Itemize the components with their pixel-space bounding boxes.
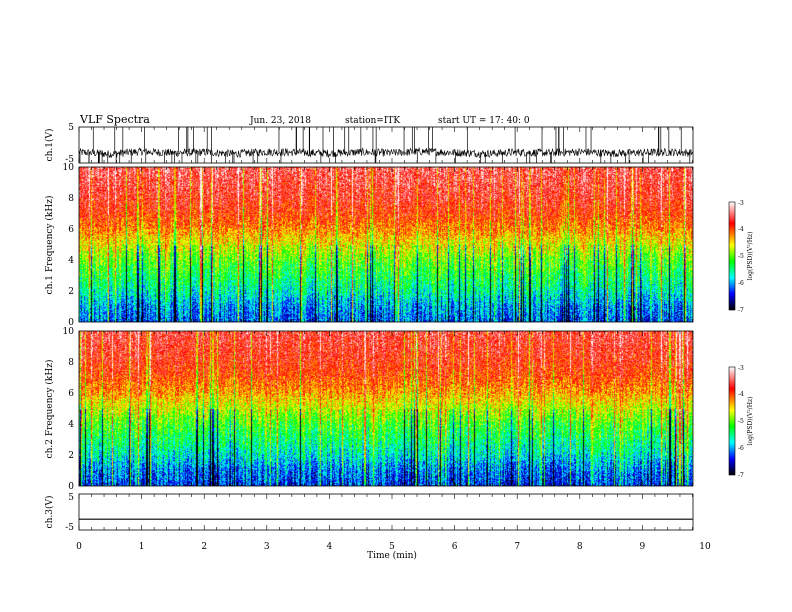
start-time-label: start UT = 17: 40: 0 [438,116,530,126]
ch1-frame [78,126,694,164]
ch2-spectrogram-panel: 0 2 4 6 8 10 ch.2 Frequency (kHz) [44,327,694,492]
ch1-plot-area [79,127,693,163]
ch1-spikes [79,127,691,163]
ch1-spectrogram-panel: 0 2 4 6 8 10 ch.1 Frequency (kHz) [44,163,694,328]
ch1-ytick-bottom: -5 [65,155,74,165]
x-axis-label: Time (min) [367,550,417,561]
ch2-spectrogram-image [79,331,693,486]
ch1-trace-line [78,147,693,159]
ch1-spectrogram-yticks: 0 2 4 6 8 10 [63,163,75,328]
colorbar-2-scale [728,366,736,476]
x-tick-0: 0 [76,542,82,552]
ch2-freq-tick-2: 2 [68,451,74,461]
colorbar-1-tick-c: -5 [738,253,744,260]
ch3-panel: 5 -5 ch.3(V) [44,493,694,533]
colorbar-2-tick-b: -4 [738,391,744,398]
ch3-ytick-top: 5 [68,493,74,503]
time-ticks [78,127,693,530]
ch1-freq-tick-6: 6 [68,225,74,235]
x-tick-1: 1 [139,542,145,552]
x-tick-8: 8 [577,542,583,552]
ch1-spectrogram-ylabel: ch.1 Frequency (kHz) [44,196,55,295]
x-tick-2: 2 [201,542,207,552]
ch2-freq-tick-6: 6 [68,389,74,399]
colorbar-1-label: log(PSD)(V²/Hz) [747,232,754,281]
x-tick-6: 6 [452,542,458,552]
x-axis-labels: 0 1 2 3 4 5 6 7 8 9 10 Time (min) [76,542,711,561]
x-tick-4: 4 [327,542,333,552]
date-label: Jun. 23, 2018 [249,116,311,126]
ch2-freq-tick-8: 8 [68,358,74,368]
colorbar-2-tick-a: -3 [738,365,744,372]
ch1-spectrogram-image [79,167,693,322]
ch2-freq-tick-0: 0 [68,482,74,492]
ch2-freq-tick-4: 4 [68,420,74,430]
ch1-freq-tick-0: 0 [68,318,74,328]
ch1-freq-tick-2: 2 [68,287,74,297]
ch1-freq-tick-8: 8 [68,194,74,204]
ch1-panel: 5 -5 ch.1(V) [44,123,694,165]
ch2-spectrogram-ylabel: ch.2 Frequency (kHz) [44,360,55,459]
ch2-freq-tick-10: 10 [63,327,75,337]
colorbar-1-scale [728,201,736,311]
x-tick-10: 10 [699,542,711,552]
x-tick-3: 3 [264,542,270,552]
ch1-ylabel: ch.1(V) [44,129,55,162]
ch3-frame [78,493,694,531]
x-tick-9: 9 [640,542,646,552]
colorbar-2: -3 -4 -5 -6 -7 log(PSD)(V²/Hz) [728,365,754,479]
colorbar-2-tick-d: -6 [738,445,744,452]
ch1-spectrogram-frame [78,166,694,323]
ch2-spectrogram-frame [78,330,694,487]
ch1-ytick-top: 5 [68,123,74,133]
colorbar-1-tick-b: -4 [738,226,744,233]
ch3-plot-area [79,494,693,530]
colorbar-2-tick-e: -7 [738,472,744,479]
colorbar-2-tick-c: -5 [738,418,744,425]
ch1-freq-tick-10: 10 [63,163,75,173]
ch1-freq-tick-4: 4 [68,256,74,266]
ch3-ylabel: ch.3(V) [44,496,55,529]
colorbar-1-tick-a: -3 [738,200,744,207]
figure-title: VLF Spectra [79,113,150,126]
x-tick-5: 5 [389,542,395,552]
colorbar-1-tick-d: -6 [738,280,744,287]
station-label: station=ITK [345,116,400,126]
colorbar-1-tick-e: -7 [738,307,744,314]
ch3-ytick-bottom: -5 [65,523,74,533]
x-tick-7: 7 [514,542,520,552]
colorbar-1: -3 -4 -5 -6 -7 log(PSD)(V²/Hz) [728,200,754,314]
colorbar-2-label: log(PSD)(V²/Hz) [747,397,754,446]
